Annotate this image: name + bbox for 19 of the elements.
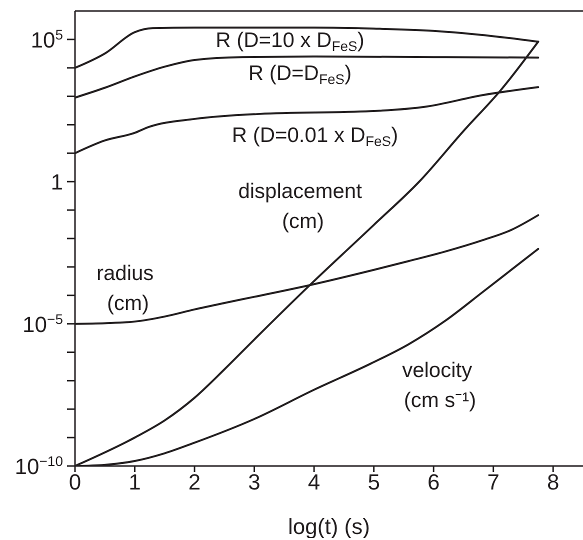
x-tick-label: 7 [487, 470, 500, 495]
series-label: R (D=10 x D$_{FeS}$) [216, 29, 364, 54]
y-tick-label: 1 [50, 170, 63, 195]
y-tick-label: 10$^{−5}$ [22, 310, 64, 337]
x-tick-label: 8 [546, 470, 560, 495]
x-tick-label: 0 [68, 470, 82, 495]
x-tick-label: 2 [188, 470, 201, 495]
series-label: displacement (cm) [238, 180, 362, 233]
series-label: R (D=0.01 x D$_{FeS}$) [232, 124, 398, 149]
x-tick-label: 4 [308, 470, 320, 495]
y-tick-label: 10$^{5}$ [30, 26, 64, 52]
y-tick-label: 10$^{−10}$ [14, 453, 64, 479]
x-tick-label: 3 [248, 470, 260, 495]
series-label: R (D=D$_{FeS}$) [248, 62, 352, 87]
series-label: radius (cm) [96, 262, 154, 315]
series-label: velocity (cm s⁻¹) [402, 359, 476, 412]
x-tick-label: 1 [128, 470, 141, 495]
x-tick-label: 5 [368, 470, 380, 495]
x-tick-label: 6 [427, 470, 440, 495]
